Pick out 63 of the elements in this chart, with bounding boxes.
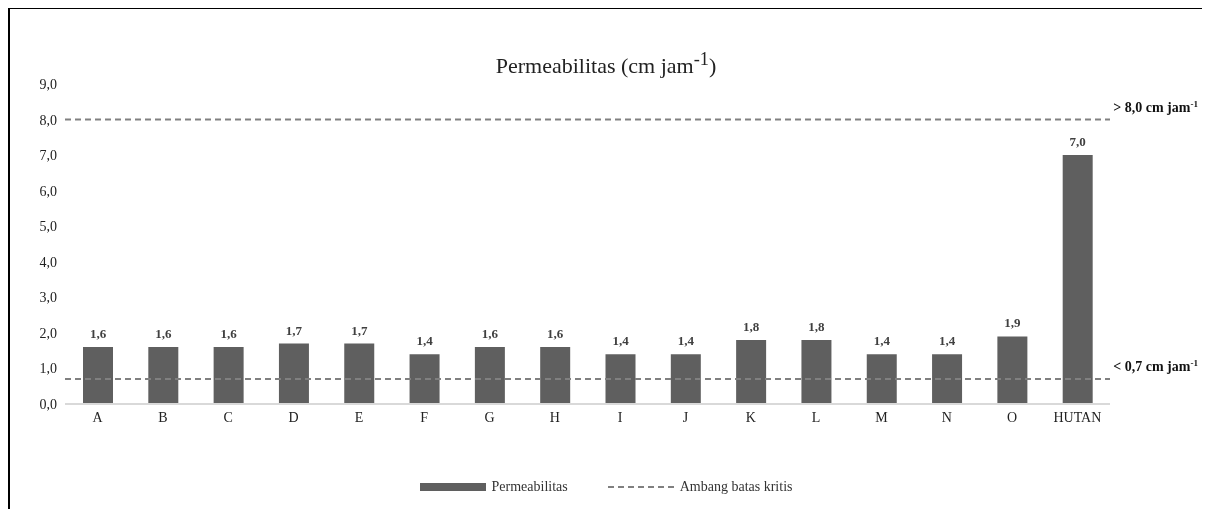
data-label: 1,7 bbox=[351, 322, 368, 338]
bar bbox=[736, 340, 767, 405]
data-label: 1,4 bbox=[938, 333, 956, 349]
x-tick-label: O bbox=[1006, 410, 1018, 426]
bar bbox=[801, 340, 832, 405]
data-label: 1,8 bbox=[743, 319, 760, 335]
data-label: 1,6 bbox=[220, 326, 238, 342]
y-tick-label: 6,0 bbox=[39, 183, 57, 199]
y-tick-label: 5,0 bbox=[39, 219, 57, 235]
data-label: 7,0 bbox=[1069, 134, 1086, 150]
data-label: 1,4 bbox=[612, 333, 630, 349]
bar bbox=[540, 347, 571, 405]
x-tick-label: N bbox=[941, 410, 952, 426]
x-tick-label: HUTAN bbox=[1053, 410, 1102, 426]
ref-line-label: > 8,0 cm jam$^{-1}$ bbox=[1113, 98, 1199, 115]
data-label: 1,6 bbox=[89, 326, 107, 342]
data-label: 1,7 bbox=[285, 322, 303, 338]
data-label: 1,4 bbox=[873, 333, 891, 349]
bar bbox=[605, 354, 636, 405]
x-tick-label: A bbox=[92, 410, 104, 426]
ref-line-label: < 0,7 cm jam$^{-1}$ bbox=[1113, 358, 1199, 375]
bar bbox=[409, 354, 440, 405]
x-tick-label: I bbox=[617, 410, 623, 426]
y-tick-label: 2,0 bbox=[39, 326, 57, 342]
y-tick-label: 8,0 bbox=[39, 112, 57, 128]
bar bbox=[213, 347, 244, 405]
text: Ambang batas kritis bbox=[679, 479, 793, 496]
legend-label: Permeabilitas bbox=[491, 479, 568, 496]
x-tick-label: M bbox=[875, 410, 889, 426]
bar bbox=[670, 354, 701, 405]
x-tick-label: L bbox=[811, 410, 821, 426]
x-tick-label: J bbox=[682, 410, 689, 426]
bar bbox=[148, 347, 179, 405]
data-label: 1,4 bbox=[677, 333, 695, 349]
bar bbox=[1062, 155, 1093, 405]
x-tick-label: E bbox=[354, 410, 364, 426]
bar bbox=[83, 347, 113, 405]
x-tick-label: K bbox=[745, 410, 756, 426]
x-tick-label: C bbox=[223, 410, 233, 426]
x-tick-label: D bbox=[288, 410, 299, 426]
bar bbox=[344, 343, 375, 405]
y-tick-label: 9,0 bbox=[39, 77, 57, 93]
bar bbox=[474, 347, 505, 405]
data-label: 1,6 bbox=[481, 326, 499, 342]
bar bbox=[997, 336, 1028, 405]
chart-title: Permeabilitas (cm jam$^{-1}$) bbox=[495, 49, 717, 79]
data-label: 1,6 bbox=[547, 326, 564, 342]
y-tick-label: 7,0 bbox=[39, 148, 57, 164]
y-tick-label: 3,0 bbox=[39, 290, 57, 306]
data-label: 1,4 bbox=[416, 333, 434, 349]
x-tick-label: G bbox=[484, 410, 495, 426]
y-tick-label: 1,0 bbox=[39, 361, 57, 377]
bar bbox=[932, 354, 963, 405]
y-tick-label: 0,0 bbox=[39, 397, 57, 413]
y-tick-label: 4,0 bbox=[39, 255, 57, 271]
x-tick-label: H bbox=[549, 410, 560, 426]
data-label: 1,6 bbox=[155, 326, 172, 342]
data-label: 1,9 bbox=[1004, 315, 1021, 331]
bar bbox=[866, 354, 897, 405]
bar bbox=[278, 343, 309, 405]
x-tick-label: B bbox=[158, 410, 168, 426]
x-tick-label: F bbox=[420, 410, 429, 426]
data-label: 1,8 bbox=[808, 319, 826, 335]
